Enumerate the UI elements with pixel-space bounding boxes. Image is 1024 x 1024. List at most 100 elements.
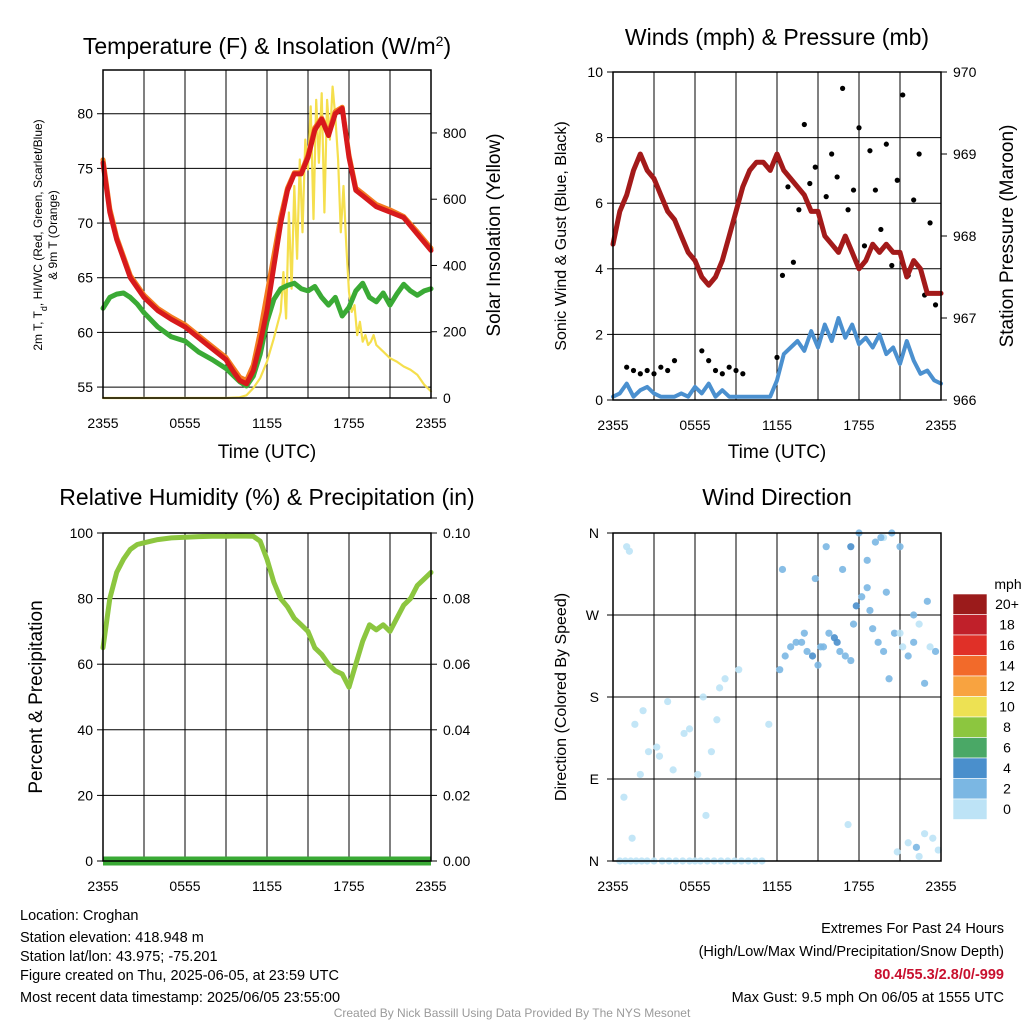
direction-point xyxy=(858,593,866,601)
y-axis-title-left: Direction (Colored By Speed) xyxy=(553,593,570,801)
direction-point xyxy=(825,629,833,637)
direction-point xyxy=(912,843,921,851)
gust-point xyxy=(834,174,840,180)
legend-label: 20+ xyxy=(995,596,1019,612)
gust-point xyxy=(658,364,664,370)
x-axis-title: Time (UTC) xyxy=(218,442,317,463)
y-tick-label-right: 0.06 xyxy=(443,656,470,672)
gust-point xyxy=(807,180,813,187)
y-tick-label-left: 55 xyxy=(77,379,93,395)
x-tick-label: 0555 xyxy=(679,417,710,433)
panel-title: Relative Humidity (%) & Precipitation (i… xyxy=(59,484,474,510)
direction-point xyxy=(863,556,871,564)
direction-point xyxy=(781,652,789,660)
legend-swatch xyxy=(952,778,988,800)
gust-point xyxy=(651,371,657,377)
direction-point xyxy=(926,643,934,651)
extremes-fields: (High/Low/Max Wind/Precipitation/Snow De… xyxy=(698,944,1004,960)
gust-point xyxy=(927,220,933,226)
direction-point xyxy=(866,606,874,615)
direction-point xyxy=(669,766,677,774)
y-tick-label-right: 969 xyxy=(953,146,977,162)
y-axis-title-left-line2: & 9m T (Orange) xyxy=(46,190,60,280)
direction-point xyxy=(896,543,904,551)
y-tick-label-left: 100 xyxy=(70,525,94,541)
y-tick-label-right: 200 xyxy=(443,324,467,340)
direction-point xyxy=(841,652,849,660)
direction-point xyxy=(808,652,817,660)
x-tick-label: 2355 xyxy=(597,417,628,433)
direction-point xyxy=(792,638,800,646)
x-tick-label: 2355 xyxy=(925,878,956,894)
gust-point xyxy=(883,141,889,147)
direction-point xyxy=(800,629,808,637)
y-tick-label-left: 0 xyxy=(85,853,93,869)
direction-point xyxy=(776,666,784,674)
credit-line: Created By Nick Bassill Using Data Provi… xyxy=(333,1006,691,1020)
gust-point xyxy=(878,226,884,233)
x-tick-label: 1155 xyxy=(762,417,792,433)
legend-label: 8 xyxy=(1003,719,1011,735)
x-tick-label: 1755 xyxy=(333,878,364,894)
legend-swatch xyxy=(952,798,988,820)
footer-recent-timestamp: Most recent data timestamp: 2025/06/05 2… xyxy=(20,990,341,1006)
y-tick-label-right: 0.08 xyxy=(443,591,470,607)
gust-point xyxy=(712,367,719,374)
direction-point xyxy=(910,611,918,619)
series-station-pressure xyxy=(610,151,944,296)
direction-point xyxy=(778,565,787,574)
gust-point xyxy=(637,371,643,377)
gust-point xyxy=(779,272,786,278)
footer-location: Location: Croghan xyxy=(20,908,139,924)
x-tick-label: 1755 xyxy=(843,878,874,894)
gust-point xyxy=(699,348,705,354)
direction-point xyxy=(852,602,860,610)
direction-point xyxy=(877,533,885,542)
gust-point xyxy=(894,177,900,183)
legend-swatch xyxy=(952,737,988,759)
y-axis-title-right: Station Pressure (Maroon) xyxy=(997,125,1018,348)
legend-title: mph xyxy=(994,576,1021,592)
y-tick-label-right: 970 xyxy=(953,64,977,80)
footer-latlon: Station lat/lon: 43.975; -75.201 xyxy=(20,949,218,965)
direction-point xyxy=(787,643,795,651)
y-tick-label-left: W xyxy=(586,607,600,623)
direction-point xyxy=(707,748,716,756)
y-tick-label-left: 0 xyxy=(595,392,603,408)
gust-point xyxy=(785,184,791,190)
gust-point xyxy=(840,85,846,91)
max-gust: Max Gust: 9.5 mph On 06/05 at 1555 UTC xyxy=(731,990,1004,1006)
legend-swatch xyxy=(952,593,988,615)
speed-legend: mph 20+ 18 16 14 12 10 8 6 4 2 0 xyxy=(952,576,1022,820)
gust-point xyxy=(790,259,797,265)
direction-point xyxy=(934,846,942,854)
x-axis-title: Time (UTC) xyxy=(728,442,827,463)
footer-created: Figure created on Thu, 2025-06-05, at 23… xyxy=(20,968,339,984)
series-dewpoint xyxy=(100,280,434,389)
panel-3: 2355 0555 1155 1755 2355 0 20 40 60 80 100 0.00 0.02… xyxy=(26,484,475,894)
direction-point xyxy=(896,629,904,637)
plot-border xyxy=(102,532,432,862)
gust-point xyxy=(861,243,868,249)
series-sonic-wind xyxy=(611,316,943,399)
gust-point xyxy=(872,187,879,193)
panel-4: 2355 0555 1155 1755 2355 N E S W N Wind Direction D… xyxy=(553,484,1022,894)
direction-point xyxy=(921,830,929,838)
direction-point xyxy=(625,547,634,555)
y-tick-label-left: N xyxy=(589,525,599,541)
direction-point xyxy=(910,638,918,646)
legend-swatch xyxy=(952,675,988,697)
direction-point xyxy=(694,770,702,779)
gust-point xyxy=(624,364,630,370)
direction-point xyxy=(798,638,806,646)
gust-point xyxy=(916,151,922,157)
x-tick-label: 2355 xyxy=(925,417,956,433)
gust-point xyxy=(726,364,732,370)
direction-point xyxy=(931,647,940,656)
extremes-values: 80.4/55.3/2.8/0/-999 xyxy=(874,967,1004,983)
direction-point xyxy=(923,597,931,605)
gust-point xyxy=(706,358,712,364)
y-tick-label-left: 8 xyxy=(595,130,603,146)
x-tick-label: 2355 xyxy=(415,415,446,431)
panel-title: Wind Direction xyxy=(702,484,852,510)
